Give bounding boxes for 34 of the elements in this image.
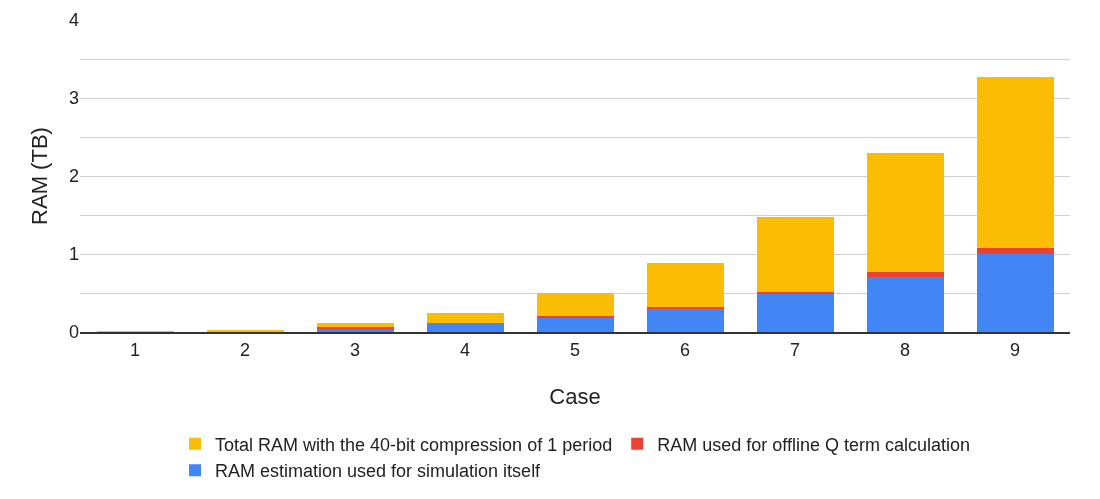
x-tick-label: 4: [459, 339, 471, 360]
bar: [756, 293, 834, 332]
bar: [976, 76, 1054, 248]
bar: [866, 277, 944, 332]
x-tick-label: 3: [349, 339, 361, 360]
bar: [536, 317, 614, 332]
bar: [426, 323, 504, 332]
y-tick-label: 1: [68, 244, 79, 265]
bar: [646, 309, 724, 332]
x-tick-label: 9: [1009, 339, 1021, 360]
bar: [866, 271, 944, 278]
x-tick-label: 2: [239, 339, 251, 360]
x-tick-label: 8: [899, 339, 911, 360]
bar: [866, 153, 944, 272]
y-tick-label: 4: [68, 10, 79, 31]
y-tick-label: 0: [68, 322, 79, 343]
bar: [646, 263, 724, 308]
x-axis-title: Case: [549, 384, 601, 409]
bar: [536, 293, 614, 317]
x-tick-label: 1: [129, 339, 141, 360]
bar: [316, 323, 394, 328]
x-tick-label: 6: [679, 339, 691, 360]
legend-label: RAM used for offline Q term calculation: [657, 434, 970, 455]
bar: [976, 254, 1054, 332]
bar: [426, 313, 504, 324]
x-tick-label: 5: [569, 339, 581, 360]
y-axis-title: RAM (TB): [26, 127, 52, 225]
bar: [756, 216, 834, 293]
legend-label: Total RAM with the 40-bit compression of 1 period: [215, 434, 613, 455]
y-tick-label: 2: [68, 166, 79, 187]
y-tick-label: 3: [68, 88, 79, 109]
legend-label: RAM estimation used for simulation itself: [215, 461, 542, 482]
bar: [976, 247, 1054, 254]
x-tick-label: 7: [789, 339, 801, 360]
